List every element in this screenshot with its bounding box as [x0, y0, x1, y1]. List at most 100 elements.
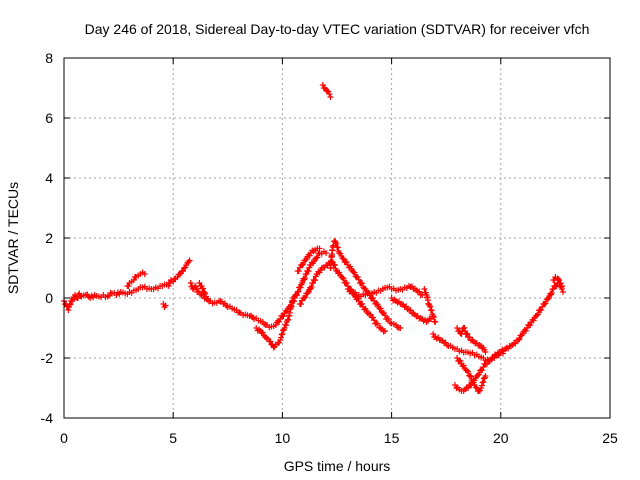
data-point	[555, 276, 562, 283]
data-point	[65, 307, 72, 313]
data-point	[326, 91, 333, 97]
data-point	[527, 321, 534, 328]
data-point	[284, 317, 291, 324]
data-point	[333, 240, 340, 247]
data-point	[302, 257, 309, 264]
data-point	[297, 284, 304, 291]
data-point	[180, 268, 187, 275]
data-point	[430, 313, 437, 319]
data-point	[300, 261, 307, 268]
data-point	[323, 250, 330, 256]
data-point	[499, 350, 506, 357]
data-point	[334, 244, 341, 251]
data-point	[463, 330, 470, 337]
data-point	[370, 314, 377, 321]
y-tick-label: 0	[45, 290, 53, 306]
data-point	[267, 338, 274, 345]
data-point	[301, 275, 308, 282]
data-point	[533, 312, 540, 319]
data-point	[339, 274, 346, 281]
data-point	[542, 300, 549, 307]
data-point	[316, 245, 323, 252]
data-point	[556, 277, 563, 284]
data-point	[202, 290, 209, 297]
data-point	[466, 334, 473, 341]
data-point	[382, 328, 389, 334]
series-seg-early	[61, 281, 172, 313]
data-point	[171, 276, 178, 283]
data-point	[382, 312, 389, 319]
series-seg-16.5-17	[421, 286, 439, 325]
y-tick-label: -4	[41, 410, 54, 426]
series-seg-12-15-a	[327, 238, 404, 331]
data-point	[297, 301, 304, 308]
data-point	[463, 367, 470, 374]
data-point	[560, 289, 567, 295]
series-seg-rise-5	[165, 257, 193, 287]
data-point	[425, 301, 432, 307]
data-point	[467, 373, 474, 380]
series-seg-dip-4.5	[160, 301, 169, 310]
x-tick-label: 10	[275, 430, 291, 446]
data-point	[407, 307, 414, 314]
data-point	[432, 319, 439, 325]
data-point	[351, 269, 358, 276]
data-point	[327, 94, 334, 100]
data-point	[279, 331, 286, 337]
data-point	[530, 317, 537, 324]
data-point	[354, 273, 361, 280]
series-seg-15-16.5	[388, 295, 434, 325]
series-seg-18-spikes	[454, 324, 489, 355]
y-axis-label: SDTVAR / TECUs	[5, 182, 21, 294]
data-point	[355, 298, 362, 304]
series-seg-17-20	[430, 279, 565, 364]
series-seg-upper-10-12	[294, 245, 323, 275]
x-tick-label: 20	[493, 430, 509, 446]
data-point	[387, 319, 394, 326]
data-point	[428, 307, 435, 314]
data-point	[306, 252, 313, 259]
series-seg-lower-10-12	[296, 259, 334, 308]
series-seg-12-15-c	[344, 283, 426, 300]
data-point	[421, 286, 428, 292]
data-point	[430, 314, 437, 321]
data-point	[482, 349, 489, 355]
data-point	[283, 308, 290, 315]
data-point	[464, 331, 471, 338]
data-point	[385, 316, 392, 323]
x-tick-label: 5	[169, 430, 177, 446]
data-point	[301, 295, 308, 301]
data-point	[302, 294, 309, 301]
data-point	[475, 371, 482, 378]
data-point	[522, 327, 529, 334]
data-point	[299, 262, 306, 268]
series-seg-early-upper	[124, 269, 148, 290]
data-point	[479, 367, 486, 374]
data-point	[200, 285, 207, 292]
data-point	[343, 258, 350, 265]
data-point	[359, 280, 366, 287]
data-point	[478, 382, 485, 389]
x-tick-label: 15	[384, 430, 400, 446]
data-point	[512, 340, 519, 347]
data-point	[186, 257, 193, 264]
data-point	[66, 301, 73, 308]
data-points	[61, 82, 567, 395]
x-tick-label: 0	[60, 430, 68, 446]
data-point	[331, 262, 338, 269]
data-point	[125, 283, 132, 290]
data-point	[295, 288, 302, 295]
data-point	[474, 372, 481, 379]
data-point	[557, 280, 564, 287]
x-axis-label: GPS time / hours	[284, 458, 391, 474]
data-point	[340, 256, 347, 262]
data-point	[468, 382, 475, 389]
data-point	[162, 302, 169, 309]
data-point	[141, 271, 148, 277]
series-seg-main-6-10	[187, 248, 330, 331]
data-point	[359, 300, 366, 307]
series-seg-shift-6.3	[196, 280, 209, 300]
data-point	[201, 289, 208, 296]
data-point	[314, 254, 321, 261]
